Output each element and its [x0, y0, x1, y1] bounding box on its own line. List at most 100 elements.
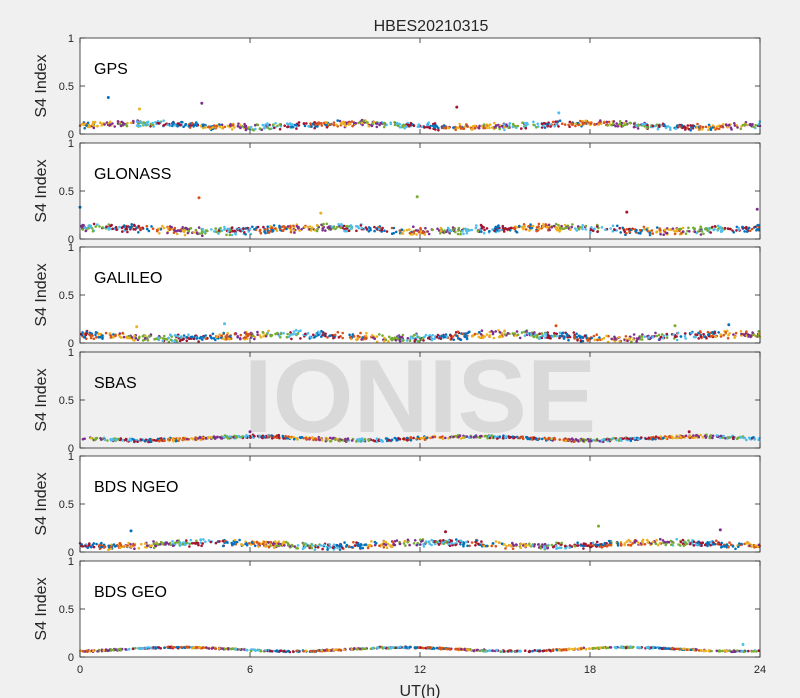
- data-point: [723, 649, 726, 652]
- data-point: [523, 334, 527, 338]
- data-point: [296, 332, 300, 335]
- data-point: [277, 334, 281, 337]
- data-point: [215, 335, 218, 339]
- data-point: [550, 226, 554, 229]
- data-point: [563, 335, 566, 339]
- data-point: [372, 121, 376, 124]
- data-point: [627, 543, 630, 547]
- data-point: [491, 649, 494, 652]
- data-point: [161, 339, 165, 343]
- data-point: [398, 126, 402, 129]
- data-point: [643, 335, 647, 339]
- data-point: [619, 231, 622, 234]
- data-point: [147, 229, 151, 233]
- data-point: [735, 229, 738, 232]
- data-point: [358, 546, 362, 549]
- data-point: [361, 437, 364, 440]
- data-point: [166, 645, 169, 649]
- data-point: [146, 123, 150, 127]
- data-point: [752, 650, 756, 653]
- data-point: [551, 120, 555, 124]
- data-point: [711, 331, 714, 334]
- data-point: [152, 542, 156, 546]
- data-point: [692, 434, 695, 437]
- data-point: [493, 435, 497, 439]
- data-point: [532, 120, 535, 124]
- data-point: [575, 229, 578, 232]
- data-point: [433, 122, 437, 125]
- data-point: [118, 225, 121, 229]
- data-point: [584, 119, 587, 123]
- data-point: [427, 121, 430, 124]
- data-point: [703, 543, 707, 547]
- data-point: [745, 330, 748, 333]
- data-point: [466, 125, 470, 128]
- data-point: [130, 121, 133, 125]
- data-point: [263, 125, 267, 128]
- data-point: [402, 229, 406, 232]
- data-point: [696, 541, 700, 544]
- data-point: [187, 125, 191, 128]
- data-point: [451, 228, 455, 232]
- data-point: [543, 126, 547, 129]
- data-point: [727, 323, 731, 327]
- data-point: [100, 438, 103, 441]
- data-point: [683, 334, 687, 338]
- data-point: [270, 226, 274, 230]
- data-point: [445, 540, 448, 543]
- data-point: [687, 539, 690, 542]
- data-point: [121, 230, 124, 233]
- data-point: [474, 226, 478, 230]
- data-point: [320, 649, 324, 652]
- data-point: [508, 543, 511, 547]
- data-point: [501, 224, 505, 228]
- data-point: [328, 334, 332, 338]
- data-point: [348, 333, 351, 337]
- data-point: [315, 438, 318, 441]
- data-point: [400, 228, 404, 231]
- data-point: [646, 538, 649, 542]
- data-point: [373, 225, 376, 229]
- data-point: [86, 121, 90, 125]
- data-point: [204, 229, 208, 232]
- data-point: [201, 542, 204, 545]
- data-point: [169, 543, 173, 546]
- data-point: [680, 231, 683, 235]
- data-point: [327, 546, 331, 549]
- data-point: [332, 121, 336, 124]
- data-point: [375, 125, 379, 129]
- data-point: [370, 540, 373, 543]
- data-point: [681, 226, 685, 230]
- data-point: [385, 546, 389, 549]
- data-point: [361, 546, 365, 550]
- data-point: [367, 439, 371, 442]
- data-point: [699, 331, 702, 334]
- data-point: [146, 544, 149, 547]
- data-point: [480, 329, 484, 333]
- data-point: [264, 649, 268, 652]
- y-axis-label: S4 Index: [33, 368, 50, 431]
- data-point: [531, 224, 535, 228]
- data-point: [533, 649, 536, 652]
- data-point: [105, 121, 109, 124]
- data-point: [174, 439, 178, 443]
- data-point: [439, 436, 442, 439]
- data-point: [225, 233, 228, 237]
- data-point: [304, 332, 307, 336]
- data-point: [579, 439, 582, 442]
- data-point: [159, 543, 162, 546]
- data-point: [100, 541, 103, 545]
- data-point: [487, 124, 491, 127]
- data-point: [684, 232, 688, 235]
- data-point: [674, 127, 677, 131]
- panel-plot-area: [80, 38, 760, 134]
- data-point: [295, 546, 298, 550]
- data-point: [258, 434, 261, 438]
- data-point: [177, 122, 181, 125]
- data-point: [137, 224, 140, 228]
- data-point: [447, 542, 450, 546]
- data-point: [133, 440, 136, 443]
- data-point: [408, 646, 412, 649]
- data-point: [699, 649, 703, 652]
- data-point: [384, 540, 388, 544]
